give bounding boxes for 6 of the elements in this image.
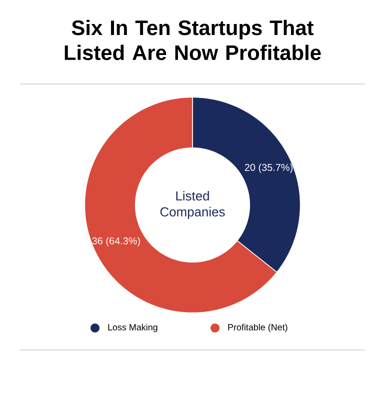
legend-label: Loss Making: [108, 324, 158, 332]
chart-title: Six In Ten Startups That Listed Are Now Profitable: [64, 20, 321, 60]
legend-label: Profitable (Net): [228, 324, 288, 332]
data-label: 20 (35.7%): [244, 164, 293, 173]
data-label: 36 (64.3%): [92, 237, 140, 246]
text: Listed Companies: [160, 190, 225, 220]
